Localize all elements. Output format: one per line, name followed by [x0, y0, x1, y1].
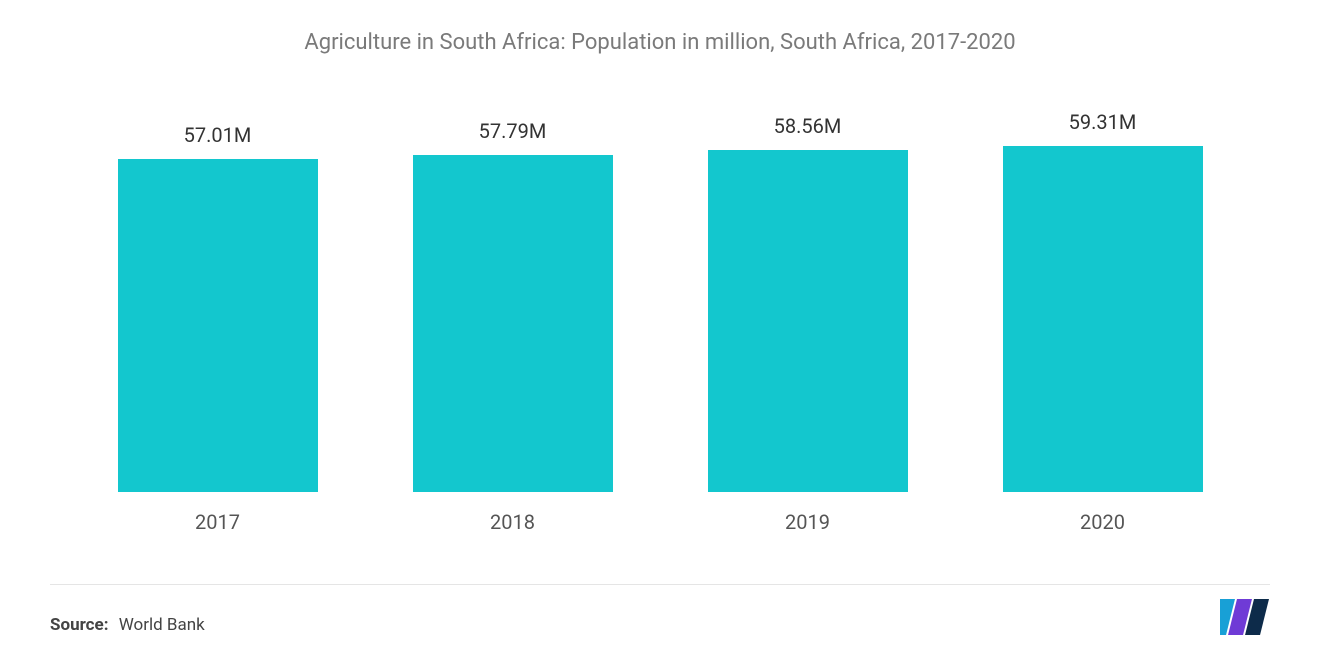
- bar: [708, 150, 908, 492]
- chart-footer: Source: World Bank: [50, 599, 1270, 635]
- bar-value-label: 58.56M: [774, 114, 842, 138]
- footer-divider: [50, 584, 1270, 585]
- bar-group: 57.79M: [413, 119, 613, 492]
- bar: [118, 159, 318, 492]
- source-value: World Bank: [119, 615, 205, 635]
- source-line: Source: World Bank: [50, 615, 205, 635]
- chart-container: Agriculture in South Africa: Population …: [0, 0, 1320, 665]
- plot-area: 57.01M57.79M58.56M59.31M: [50, 115, 1270, 492]
- x-axis-label: 2020: [1003, 510, 1203, 534]
- bar-group: 59.31M: [1003, 110, 1203, 492]
- x-axis: 2017 2018 2019 2020: [50, 510, 1270, 534]
- source-label: Source:: [50, 615, 108, 635]
- bar-group: 57.01M: [118, 123, 318, 492]
- x-axis-label: 2019: [708, 510, 908, 534]
- bar: [1003, 146, 1203, 492]
- chart-title: Agriculture in South Africa: Population …: [50, 30, 1270, 55]
- x-axis-label: 2017: [118, 510, 318, 534]
- brand-logo-icon: [1220, 599, 1270, 635]
- bar: [413, 155, 613, 492]
- bar-value-label: 57.79M: [479, 119, 547, 143]
- bar-value-label: 59.31M: [1069, 110, 1137, 134]
- bar-value-label: 57.01M: [184, 123, 252, 147]
- x-axis-label: 2018: [413, 510, 613, 534]
- bar-group: 58.56M: [708, 114, 908, 492]
